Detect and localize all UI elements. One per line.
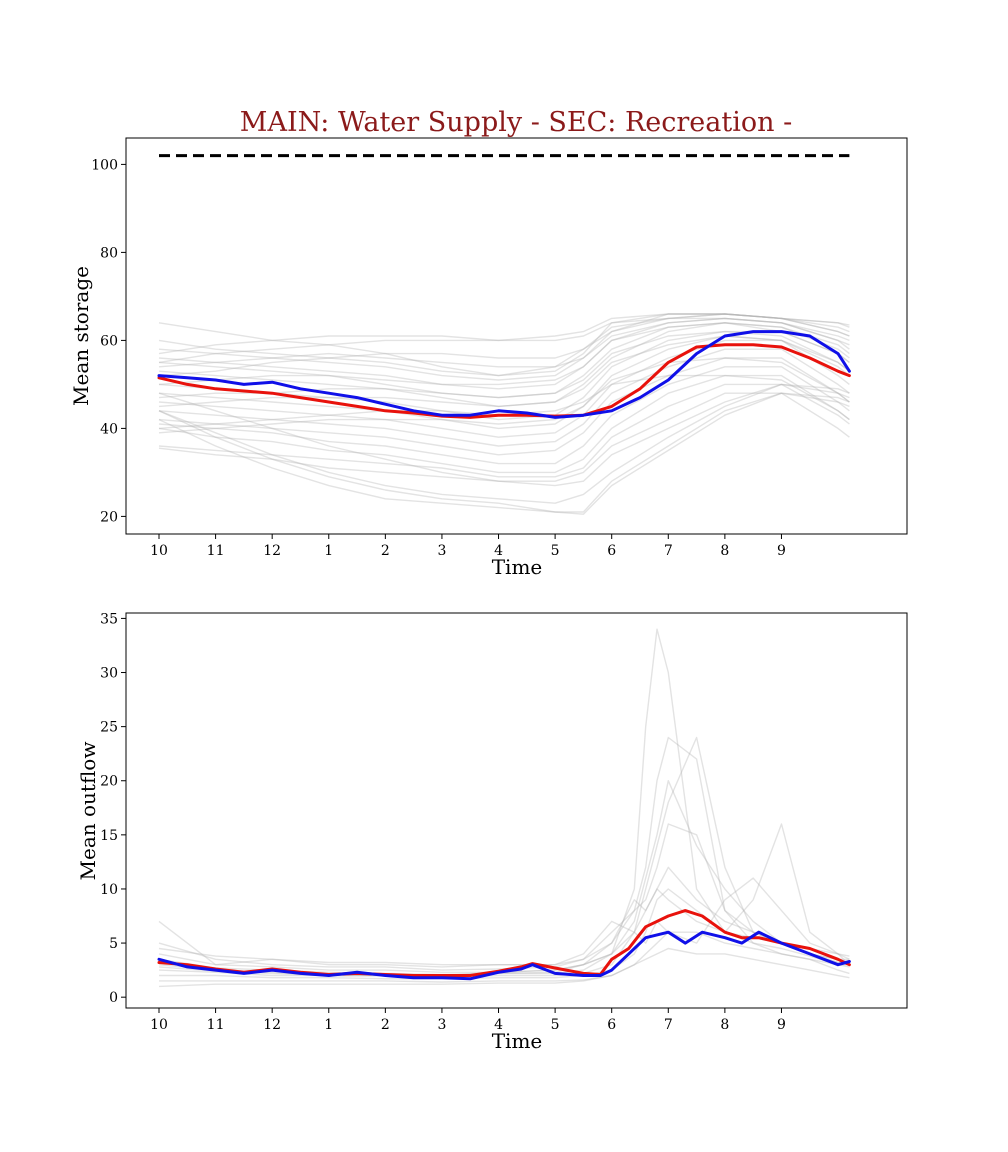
storage-ensemble-line-14	[158, 392, 850, 482]
storage-ensemble-line-17	[158, 392, 850, 513]
storage-ensemble-line-1	[158, 317, 850, 377]
storage-ensemble-line-5	[158, 322, 850, 408]
storage-series-line-blue	[157, 330, 851, 419]
storage-ensemble-line-20	[158, 313, 850, 355]
storage-ensemble-line-13	[158, 383, 850, 478]
storage-x-tick-label: 8	[720, 543, 729, 559]
outflow-x-tick-label: 4	[494, 1017, 503, 1033]
outflow-ensemble-line-0	[158, 628, 850, 977]
outflow-x-tick-label: 9	[777, 1017, 786, 1033]
storage-x-tick-label: 3	[437, 543, 446, 559]
outflow-x-tick-label: 5	[551, 1017, 560, 1033]
storage-ensemble-line-22	[158, 317, 850, 368]
outflow-x-tick-label: 10	[150, 1017, 168, 1033]
outflow-x-tick-label: 2	[381, 1017, 390, 1033]
storage-ensemble-line-8	[158, 339, 850, 438]
storage-y-tick-label: 20	[100, 509, 118, 525]
storage-series-line-red	[157, 343, 851, 419]
storage-ensemble-line-3	[158, 317, 850, 390]
outflow-y-tick-label: 10	[100, 882, 118, 898]
storage-ensemble-line-4	[158, 322, 850, 399]
outflow-ensemble-line-4	[159, 823, 850, 980]
storage-y-axis-label: Mean storage	[69, 266, 93, 406]
outflow-series-line-red	[157, 909, 851, 977]
outflow-ensemble-line-3	[158, 823, 850, 971]
storage-plot-frame	[125, 137, 908, 535]
storage-ensemble-group	[158, 313, 850, 515]
storage-ensemble-line-0	[158, 313, 850, 377]
outflow-y-axis-label: Mean outflow	[76, 742, 100, 881]
storage-ensemble-line-11	[158, 366, 850, 465]
storage-y-tick-label: 40	[100, 421, 118, 437]
storage-x-tick-label: 1	[324, 543, 333, 559]
storage-x-tick-label: 6	[607, 543, 616, 559]
outflow-plot-frame	[125, 612, 908, 1009]
outflow-x-tick-label: 6	[607, 1017, 616, 1033]
outflow-x-tick-label: 1	[324, 1017, 333, 1033]
outflow-y-tick-label: 20	[100, 774, 118, 790]
storage-series-group	[157, 330, 851, 419]
storage-x-axis: 10 11 12 1 2 3 4 5 6 7 8 9	[150, 534, 786, 559]
outflow-series-group	[157, 909, 851, 981]
outflow-y-tick-label: 15	[100, 828, 118, 844]
outflow-y-tick-label: 0	[109, 990, 118, 1006]
outflow-x-tick-label: 8	[720, 1017, 729, 1033]
storage-y-tick-label: 100	[91, 157, 118, 173]
outflow-ensemble-line-7	[158, 780, 850, 976]
outflow-x-axis-label: Time	[492, 1029, 543, 1053]
storage-y-tick-label: 80	[100, 245, 118, 261]
storage-x-tick-label: 10	[150, 543, 168, 559]
storage-x-tick-label: 2	[381, 543, 390, 559]
storage-ensemble-line-19	[158, 313, 850, 364]
storage-x-tick-label: 11	[207, 543, 225, 559]
storage-x-tick-label: 12	[263, 543, 281, 559]
storage-x-axis-label: Time	[492, 555, 543, 579]
outflow-ensemble-group	[158, 628, 850, 988]
outflow-x-axis: 10 11 12 1 2 3 4 5 6 7 8 9	[150, 1008, 786, 1033]
storage-x-tick-label: 4	[494, 543, 503, 559]
storage-y-tick-label: 60	[100, 333, 118, 349]
outflow-y-tick-label: 30	[100, 666, 118, 682]
outflow-ensemble-line-5	[158, 877, 850, 968]
outflow-y-axis: 0 5 10 15 20 25 30 35	[100, 611, 126, 1006]
storage-ensemble-line-15	[158, 383, 850, 487]
storage-ensemble-line-2	[158, 313, 850, 381]
storage-x-tick-label: 7	[664, 543, 673, 559]
storage-ensemble-line-23	[158, 322, 850, 386]
storage-ensemble-line-10	[158, 357, 850, 456]
outflow-series-line-blue	[157, 930, 851, 981]
outflow-y-tick-label: 5	[109, 936, 118, 952]
outflow-x-tick-label: 3	[437, 1017, 446, 1033]
outflow-ensemble-line-8	[158, 947, 850, 988]
outflow-y-tick-label: 35	[100, 611, 118, 627]
storage-ensemble-line-26	[158, 357, 850, 434]
storage-ensemble-line-27	[158, 374, 850, 430]
outflow-x-tick-label: 12	[263, 1017, 281, 1033]
outflow-ensemble-line-6	[159, 931, 850, 983]
storage-x-tick-label: 9	[777, 543, 786, 559]
outflow-x-tick-label: 7	[664, 1017, 673, 1033]
storage-ensemble-line-18	[158, 392, 850, 515]
storage-ensemble-line-7	[158, 335, 850, 430]
storage-y-axis: 20 40 60 80 100	[91, 157, 126, 525]
outflow-ensemble-line-1	[158, 736, 850, 973]
outflow-x-tick-label: 11	[207, 1017, 225, 1033]
storage-ensemble-line-16	[158, 383, 850, 504]
storage-x-tick-label: 5	[551, 543, 560, 559]
chart-title: MAIN: Water Supply - SEC: Recreation -	[240, 107, 792, 138]
outflow-y-tick-label: 25	[100, 720, 118, 736]
storage-ensemble-line-9	[158, 348, 850, 447]
storage-ensemble-line-12	[158, 374, 850, 474]
storage-ensemble-line-21	[158, 313, 850, 377]
